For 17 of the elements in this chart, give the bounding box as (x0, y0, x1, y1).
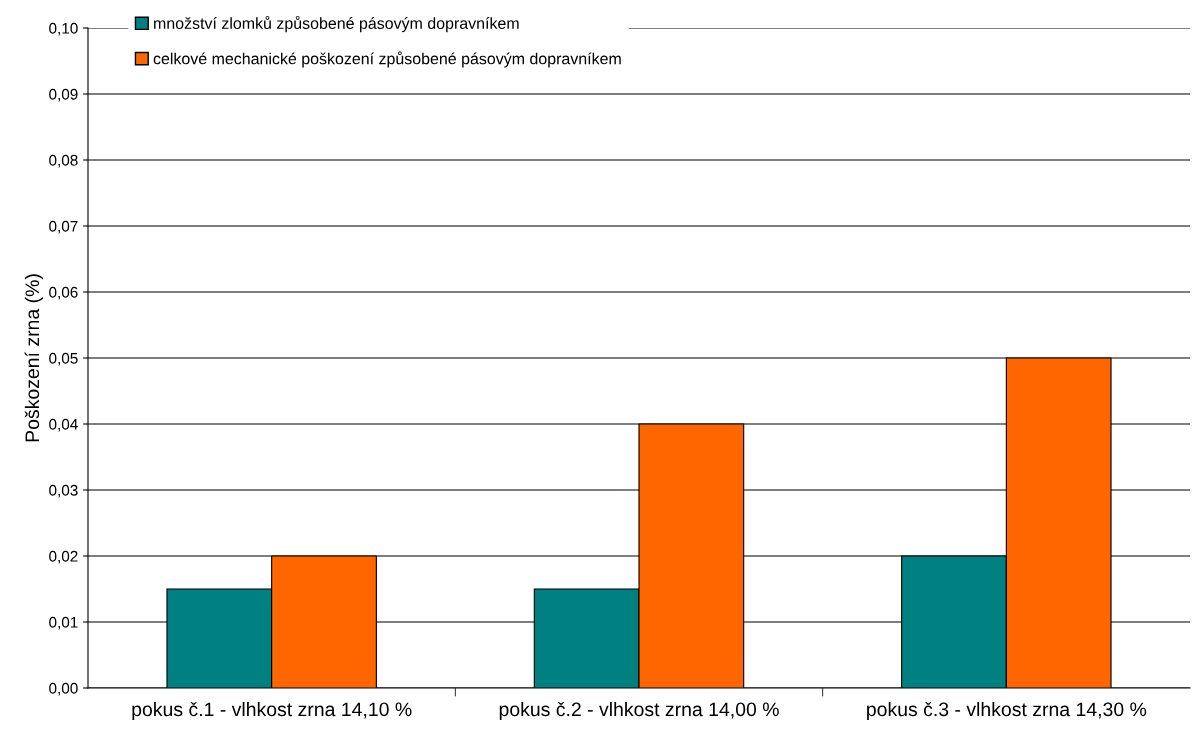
y-tick-label: 0,01 (49, 616, 78, 630)
y-tick-label: 0,03 (49, 484, 78, 498)
y-tick-label: 0,09 (49, 88, 78, 102)
y-axis-title: Poškození zrna (%) (24, 274, 43, 442)
x-tick-label: pokus č.3 - vlhkost zrna 14,30 % (867, 701, 1147, 721)
y-tick-label: 0,00 (49, 682, 78, 696)
y-tick-label: 0,07 (49, 220, 78, 234)
y-tick-label: 0,06 (49, 286, 78, 300)
y-tick-label: 0,08 (49, 154, 78, 168)
y-tick-label: 0,04 (49, 418, 78, 432)
y-tick-label: 0,02 (49, 550, 78, 564)
legend-label: celkové mechanické poškození způsobené pásovým dopravníkem (153, 51, 621, 68)
x-tick-label: pokus č.1 - vlhkost zrna 14,10 % (132, 701, 412, 721)
y-tick-label: 0,05 (49, 352, 78, 366)
legend-label: množství zlomků způsobené pásovým dopravníkem (154, 15, 519, 33)
x-tick-label: pokus č.2 - vlhkost zrna 14,00 % (499, 701, 779, 721)
y-tick-label: 0,10 (49, 22, 78, 36)
